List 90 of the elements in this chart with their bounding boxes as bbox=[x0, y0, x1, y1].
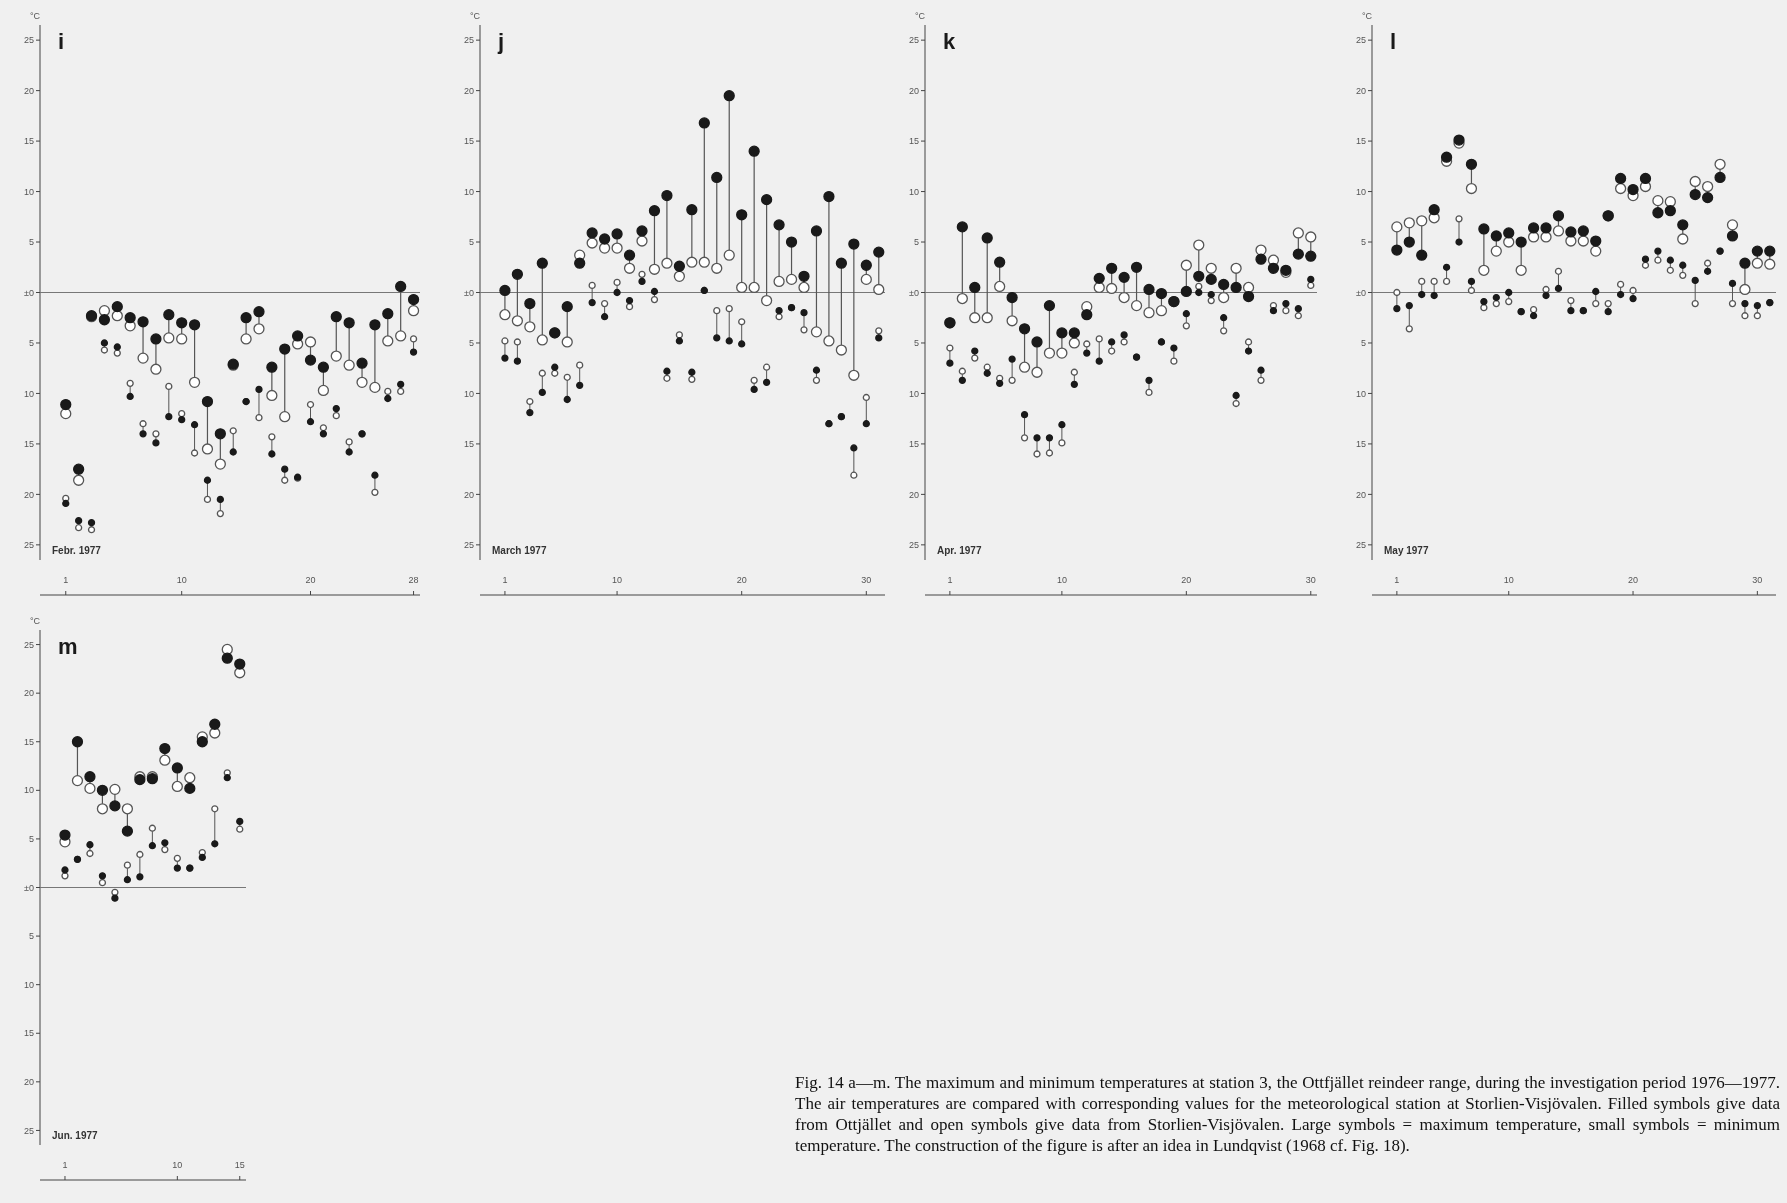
y-tick-label: 20 bbox=[1355, 489, 1366, 500]
y-tick-label: ±0 bbox=[24, 287, 34, 298]
y-tick-label: 10 bbox=[23, 388, 34, 399]
y-tick-label: 5 bbox=[1360, 338, 1366, 349]
y-tick-label: 25 bbox=[463, 35, 474, 46]
y-tick-label: 15 bbox=[1355, 136, 1366, 147]
chart-title: j bbox=[497, 29, 505, 54]
y-tick-label: 20 bbox=[23, 489, 34, 500]
y-tick-label: 20 bbox=[1355, 85, 1366, 96]
y-tick-label: 10 bbox=[908, 388, 919, 399]
y-tick-label: 25 bbox=[908, 540, 919, 551]
y-axis-title: °C bbox=[915, 11, 926, 21]
y-tick-label: 25 bbox=[1355, 35, 1366, 46]
x-tick-label: 10 bbox=[1056, 575, 1067, 585]
y-tick-label: 20 bbox=[908, 489, 919, 500]
y-tick-label: 5 bbox=[913, 338, 919, 349]
x-tick-label: 10 bbox=[172, 1160, 183, 1170]
x-tick-label: 30 bbox=[1305, 575, 1316, 585]
x-tick-label: 10 bbox=[176, 575, 187, 585]
x-tick-label: 20 bbox=[305, 575, 316, 585]
y-tick-label: ±0 bbox=[909, 287, 919, 298]
y-tick-label: 15 bbox=[23, 1028, 34, 1039]
x-axis-title: May 1977 bbox=[1384, 545, 1429, 556]
x-tick-label: 1 bbox=[502, 575, 508, 585]
y-axis-title: °C bbox=[30, 11, 41, 21]
x-tick-label: 10 bbox=[612, 575, 623, 585]
y-tick-label: 20 bbox=[23, 1076, 34, 1087]
y-tick-label: 10 bbox=[1355, 388, 1366, 399]
chart-title: k bbox=[943, 29, 956, 54]
caption: Fig. 14 a—m. The maximum and minimum temperatures at station 3, the Ottfjället reindeer range, during the investigation period 1976—1977. The air temperatures are compared with corresponding values for the meteorological station at Storlien-Visjövalen. Filled symbols give data from Ottjället and open symbols give data from Storlien-Visjövalen. Large symbols = maximum temperature, small symbols = minimum temperature. The construction of the figure is after an idea in Lundqvist (1968 cf. Fig. 18). bbox=[795, 1072, 1780, 1156]
y-tick-label: 15 bbox=[463, 439, 474, 450]
y-tick-label: 20 bbox=[463, 85, 474, 96]
y-tick-label: 25 bbox=[23, 639, 34, 650]
chart-title: l bbox=[1390, 29, 1397, 54]
y-tick-label: 5 bbox=[468, 338, 474, 349]
x-axis-title: Febr. 1977 bbox=[52, 545, 102, 556]
x-tick-label: 10 bbox=[1503, 575, 1514, 585]
y-tick-label: 20 bbox=[463, 489, 474, 500]
y-tick-label: 20 bbox=[23, 85, 34, 96]
y-tick-label: 10 bbox=[463, 186, 474, 197]
y-axis-title: °C bbox=[470, 11, 481, 21]
x-tick-label: 1 bbox=[62, 1160, 68, 1170]
x-tick-label: 20 bbox=[736, 575, 747, 585]
y-tick-label: ±0 bbox=[1356, 287, 1366, 298]
x-tick-label: 15 bbox=[234, 1160, 245, 1170]
y-tick-label: 5 bbox=[28, 931, 34, 942]
y-tick-label: 25 bbox=[23, 540, 34, 551]
y-tick-label: 15 bbox=[463, 136, 474, 147]
y-tick-label: 10 bbox=[908, 186, 919, 197]
y-tick-label: 15 bbox=[908, 136, 919, 147]
y-tick-label: 25 bbox=[908, 35, 919, 46]
y-tick-label: 10 bbox=[463, 388, 474, 399]
y-tick-label: 5 bbox=[28, 338, 34, 349]
y-tick-label: 10 bbox=[23, 979, 34, 990]
y-tick-label: 5 bbox=[28, 237, 34, 248]
chart-title: m bbox=[58, 634, 78, 659]
y-tick-label: 5 bbox=[1360, 237, 1366, 248]
y-tick-label: 15 bbox=[1355, 439, 1366, 450]
y-tick-label: 15 bbox=[908, 439, 919, 450]
y-tick-label: 10 bbox=[23, 785, 34, 796]
x-tick-label: 1 bbox=[1394, 575, 1400, 585]
y-tick-label: 15 bbox=[23, 439, 34, 450]
y-tick-label: 20 bbox=[908, 85, 919, 96]
x-tick-label: 1 bbox=[947, 575, 953, 585]
y-tick-label: 15 bbox=[23, 736, 34, 747]
x-tick-label: 1 bbox=[63, 575, 69, 585]
x-axis-title: Apr. 1977 bbox=[937, 545, 982, 556]
y-tick-label: 10 bbox=[1355, 186, 1366, 197]
x-tick-label: 20 bbox=[1181, 575, 1192, 585]
y-tick-label: 25 bbox=[23, 35, 34, 46]
y-axis-title: °C bbox=[30, 616, 41, 626]
y-axis-title: °C bbox=[1362, 11, 1373, 21]
x-axis-title: March 1977 bbox=[492, 545, 547, 556]
chart-title: i bbox=[58, 29, 65, 54]
y-tick-label: 20 bbox=[23, 688, 34, 699]
y-tick-label: 25 bbox=[23, 1125, 34, 1136]
y-tick-label: 5 bbox=[28, 834, 34, 845]
y-tick-label: ±0 bbox=[24, 882, 34, 893]
x-tick-label: 30 bbox=[861, 575, 872, 585]
y-tick-label: ±0 bbox=[464, 287, 474, 298]
y-tick-label: 10 bbox=[23, 186, 34, 197]
y-tick-label: 25 bbox=[463, 540, 474, 551]
x-tick-label: 28 bbox=[408, 575, 419, 585]
y-tick-label: 5 bbox=[913, 237, 919, 248]
y-tick-label: 5 bbox=[468, 237, 474, 248]
x-axis-title: Jun. 1977 bbox=[52, 1130, 99, 1141]
x-tick-label: 20 bbox=[1628, 575, 1639, 585]
x-tick-label: 30 bbox=[1752, 575, 1763, 585]
y-tick-label: 15 bbox=[23, 136, 34, 147]
y-tick-label: 25 bbox=[1355, 540, 1366, 551]
